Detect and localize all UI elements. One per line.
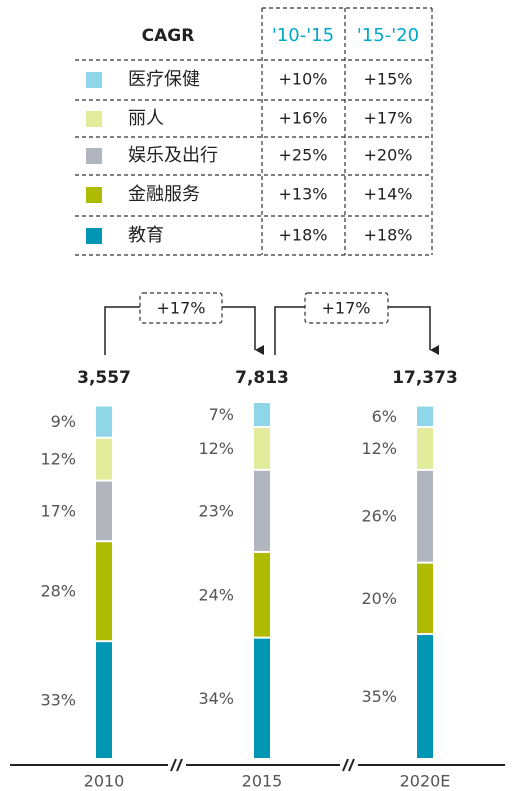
bar-segment xyxy=(417,470,433,562)
legend-swatch xyxy=(86,228,102,244)
bar-segment xyxy=(254,427,270,469)
growth-label: +17% xyxy=(157,299,206,318)
legend-label: 娱乐及出行 xyxy=(128,145,218,166)
table-cell: +18% xyxy=(279,226,328,245)
table-cell: +13% xyxy=(279,185,328,204)
data-label: 17% xyxy=(40,501,76,520)
table-header: '10-'15 xyxy=(272,25,334,46)
x-axis xyxy=(10,758,505,772)
legend-label: 丽人 xyxy=(128,108,164,129)
bar-segment xyxy=(254,552,270,637)
legend-label: 金融服务 xyxy=(128,184,200,205)
table-cell: +15% xyxy=(364,70,413,89)
table-cell: +16% xyxy=(279,109,328,128)
legend-swatch xyxy=(86,72,102,88)
legend-label: 教育 xyxy=(128,225,164,246)
table-cell: +25% xyxy=(279,146,328,165)
bar-segment xyxy=(96,542,112,641)
table-cell: +10% xyxy=(279,70,328,89)
legend-swatch xyxy=(86,111,102,127)
data-label: 6% xyxy=(372,407,397,426)
bar-segment xyxy=(417,563,433,634)
table-header: '15-'20 xyxy=(357,25,419,46)
data-label: 28% xyxy=(40,582,76,601)
table-header: CAGR xyxy=(142,26,195,46)
bar-segment xyxy=(96,406,112,437)
data-label: 24% xyxy=(198,585,234,604)
data-label: 12% xyxy=(361,439,397,458)
bar-segment xyxy=(254,403,270,426)
bar-segment xyxy=(96,438,112,480)
data-label: 12% xyxy=(40,450,76,469)
total-label: 17,373 xyxy=(392,368,458,388)
bar-segment xyxy=(254,638,270,758)
table-cell: +14% xyxy=(364,185,413,204)
x-tick-label: 2020E xyxy=(400,772,451,791)
x-tick-label: 2015 xyxy=(242,772,283,791)
data-label: 35% xyxy=(361,687,397,706)
x-tick-label: 2010 xyxy=(84,772,125,791)
bar-segment xyxy=(417,427,433,469)
total-label: 7,813 xyxy=(235,368,289,388)
bar-segment xyxy=(417,406,433,426)
data-label: 9% xyxy=(51,412,76,431)
total-label: 3,557 xyxy=(77,368,131,388)
table-cell: +20% xyxy=(364,146,413,165)
data-label: 20% xyxy=(361,589,397,608)
data-label: 26% xyxy=(361,507,397,526)
legend-label: 医疗保健 xyxy=(128,69,200,90)
table-cell: +18% xyxy=(364,226,413,245)
table-cell: +17% xyxy=(364,109,413,128)
table-frame xyxy=(75,7,433,256)
data-label: 23% xyxy=(198,501,234,520)
growth-label: +17% xyxy=(322,299,371,318)
bar-segment xyxy=(96,642,112,758)
legend-swatch xyxy=(86,148,102,164)
bar-segment xyxy=(417,635,433,758)
bar-segment xyxy=(96,481,112,541)
legend-swatch xyxy=(86,187,102,203)
bar-segment xyxy=(254,470,270,551)
data-label: 33% xyxy=(40,691,76,710)
data-label: 7% xyxy=(209,405,234,424)
data-label: 34% xyxy=(198,689,234,708)
data-label: 12% xyxy=(198,439,234,458)
arrows xyxy=(104,292,430,355)
